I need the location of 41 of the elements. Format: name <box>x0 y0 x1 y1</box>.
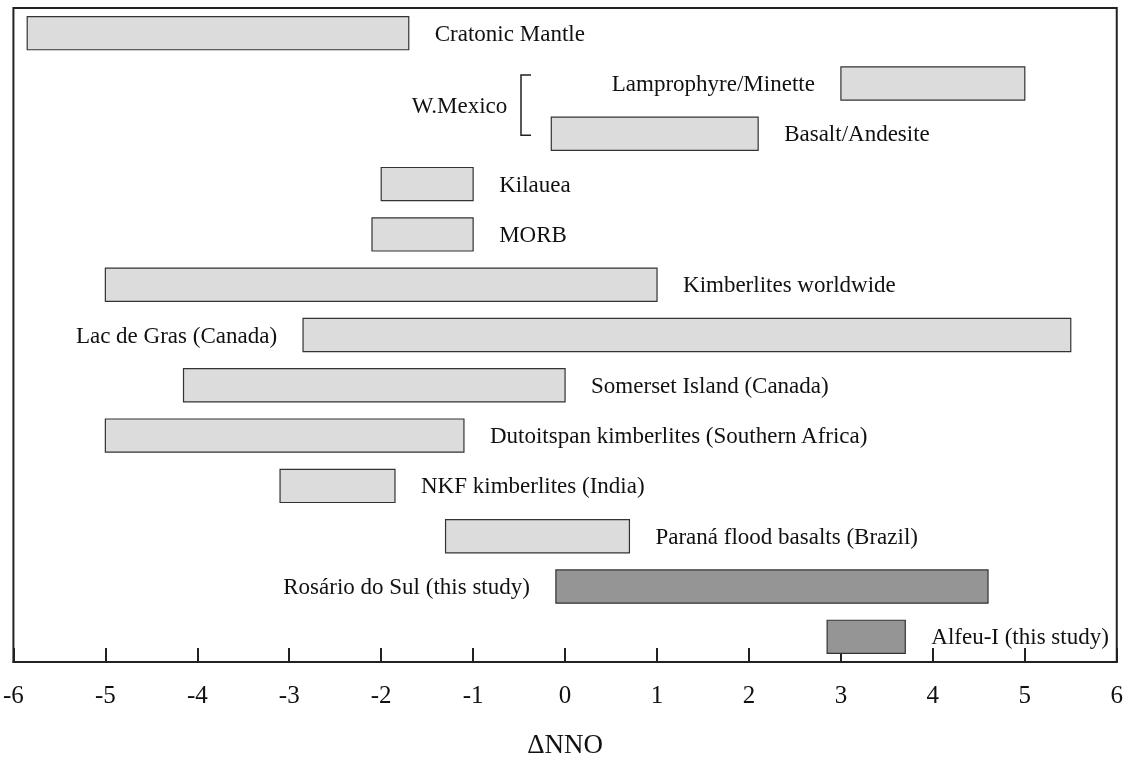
x-tick-label: -4 <box>186 681 209 708</box>
bar <box>555 569 989 604</box>
x-tick-label: 0 <box>558 681 572 708</box>
y-tick-label: Cratonic Mantle <box>434 20 585 46</box>
x-tick-label: -6 <box>3 681 24 708</box>
y-tick-label: MORB <box>499 221 567 247</box>
x-tick-label: 5 <box>1018 681 1032 708</box>
bar <box>302 317 1072 353</box>
bar <box>550 116 759 151</box>
x-tick-label: -2 <box>370 681 392 708</box>
bar <box>371 217 474 252</box>
bar <box>104 267 658 302</box>
x-tick-label: 3 <box>834 681 848 708</box>
y-tick-label: Basalt/Andesite <box>784 121 930 147</box>
x-tick-label: -5 <box>94 681 116 708</box>
y-tick-label: Rosário do Sul (this study) <box>283 574 530 600</box>
x-tick-label: 2 <box>742 681 756 708</box>
bar <box>279 468 396 504</box>
y-tick-label: Somerset Island (Canada) <box>591 372 829 398</box>
annotation: W.Mexico <box>411 93 508 119</box>
bar <box>840 66 1026 101</box>
x-tick-label: 1 <box>650 681 664 708</box>
y-tick-label: Kimberlites worldwide <box>683 272 896 298</box>
bar <box>380 166 474 202</box>
bar <box>26 15 410 51</box>
x-axis-title: ΔNNO <box>527 728 604 759</box>
x-tick-label: -3 <box>278 681 300 708</box>
bar <box>826 619 906 655</box>
x-tick-label: -1 <box>462 681 484 708</box>
y-tick-label: Dutoitspan kimberlites (Southern Africa) <box>489 423 868 449</box>
x-tick-label: 4 <box>926 681 940 708</box>
bar <box>104 418 465 453</box>
bar <box>182 368 566 403</box>
x-tick-label: 6 <box>1110 681 1123 708</box>
y-tick-label: Lac de Gras (Canada) <box>75 322 278 348</box>
y-tick-label: NKF kimberlites (India) <box>420 473 645 499</box>
y-tick-label: Alfeu-I (this study) <box>931 624 1109 650</box>
y-tick-label: Lamprophyre/Minette <box>611 70 815 96</box>
bar <box>444 519 631 554</box>
y-tick-label: Paraná flood basalts (Brazil) <box>655 523 918 549</box>
y-tick-label: Kilauea <box>499 171 571 197</box>
